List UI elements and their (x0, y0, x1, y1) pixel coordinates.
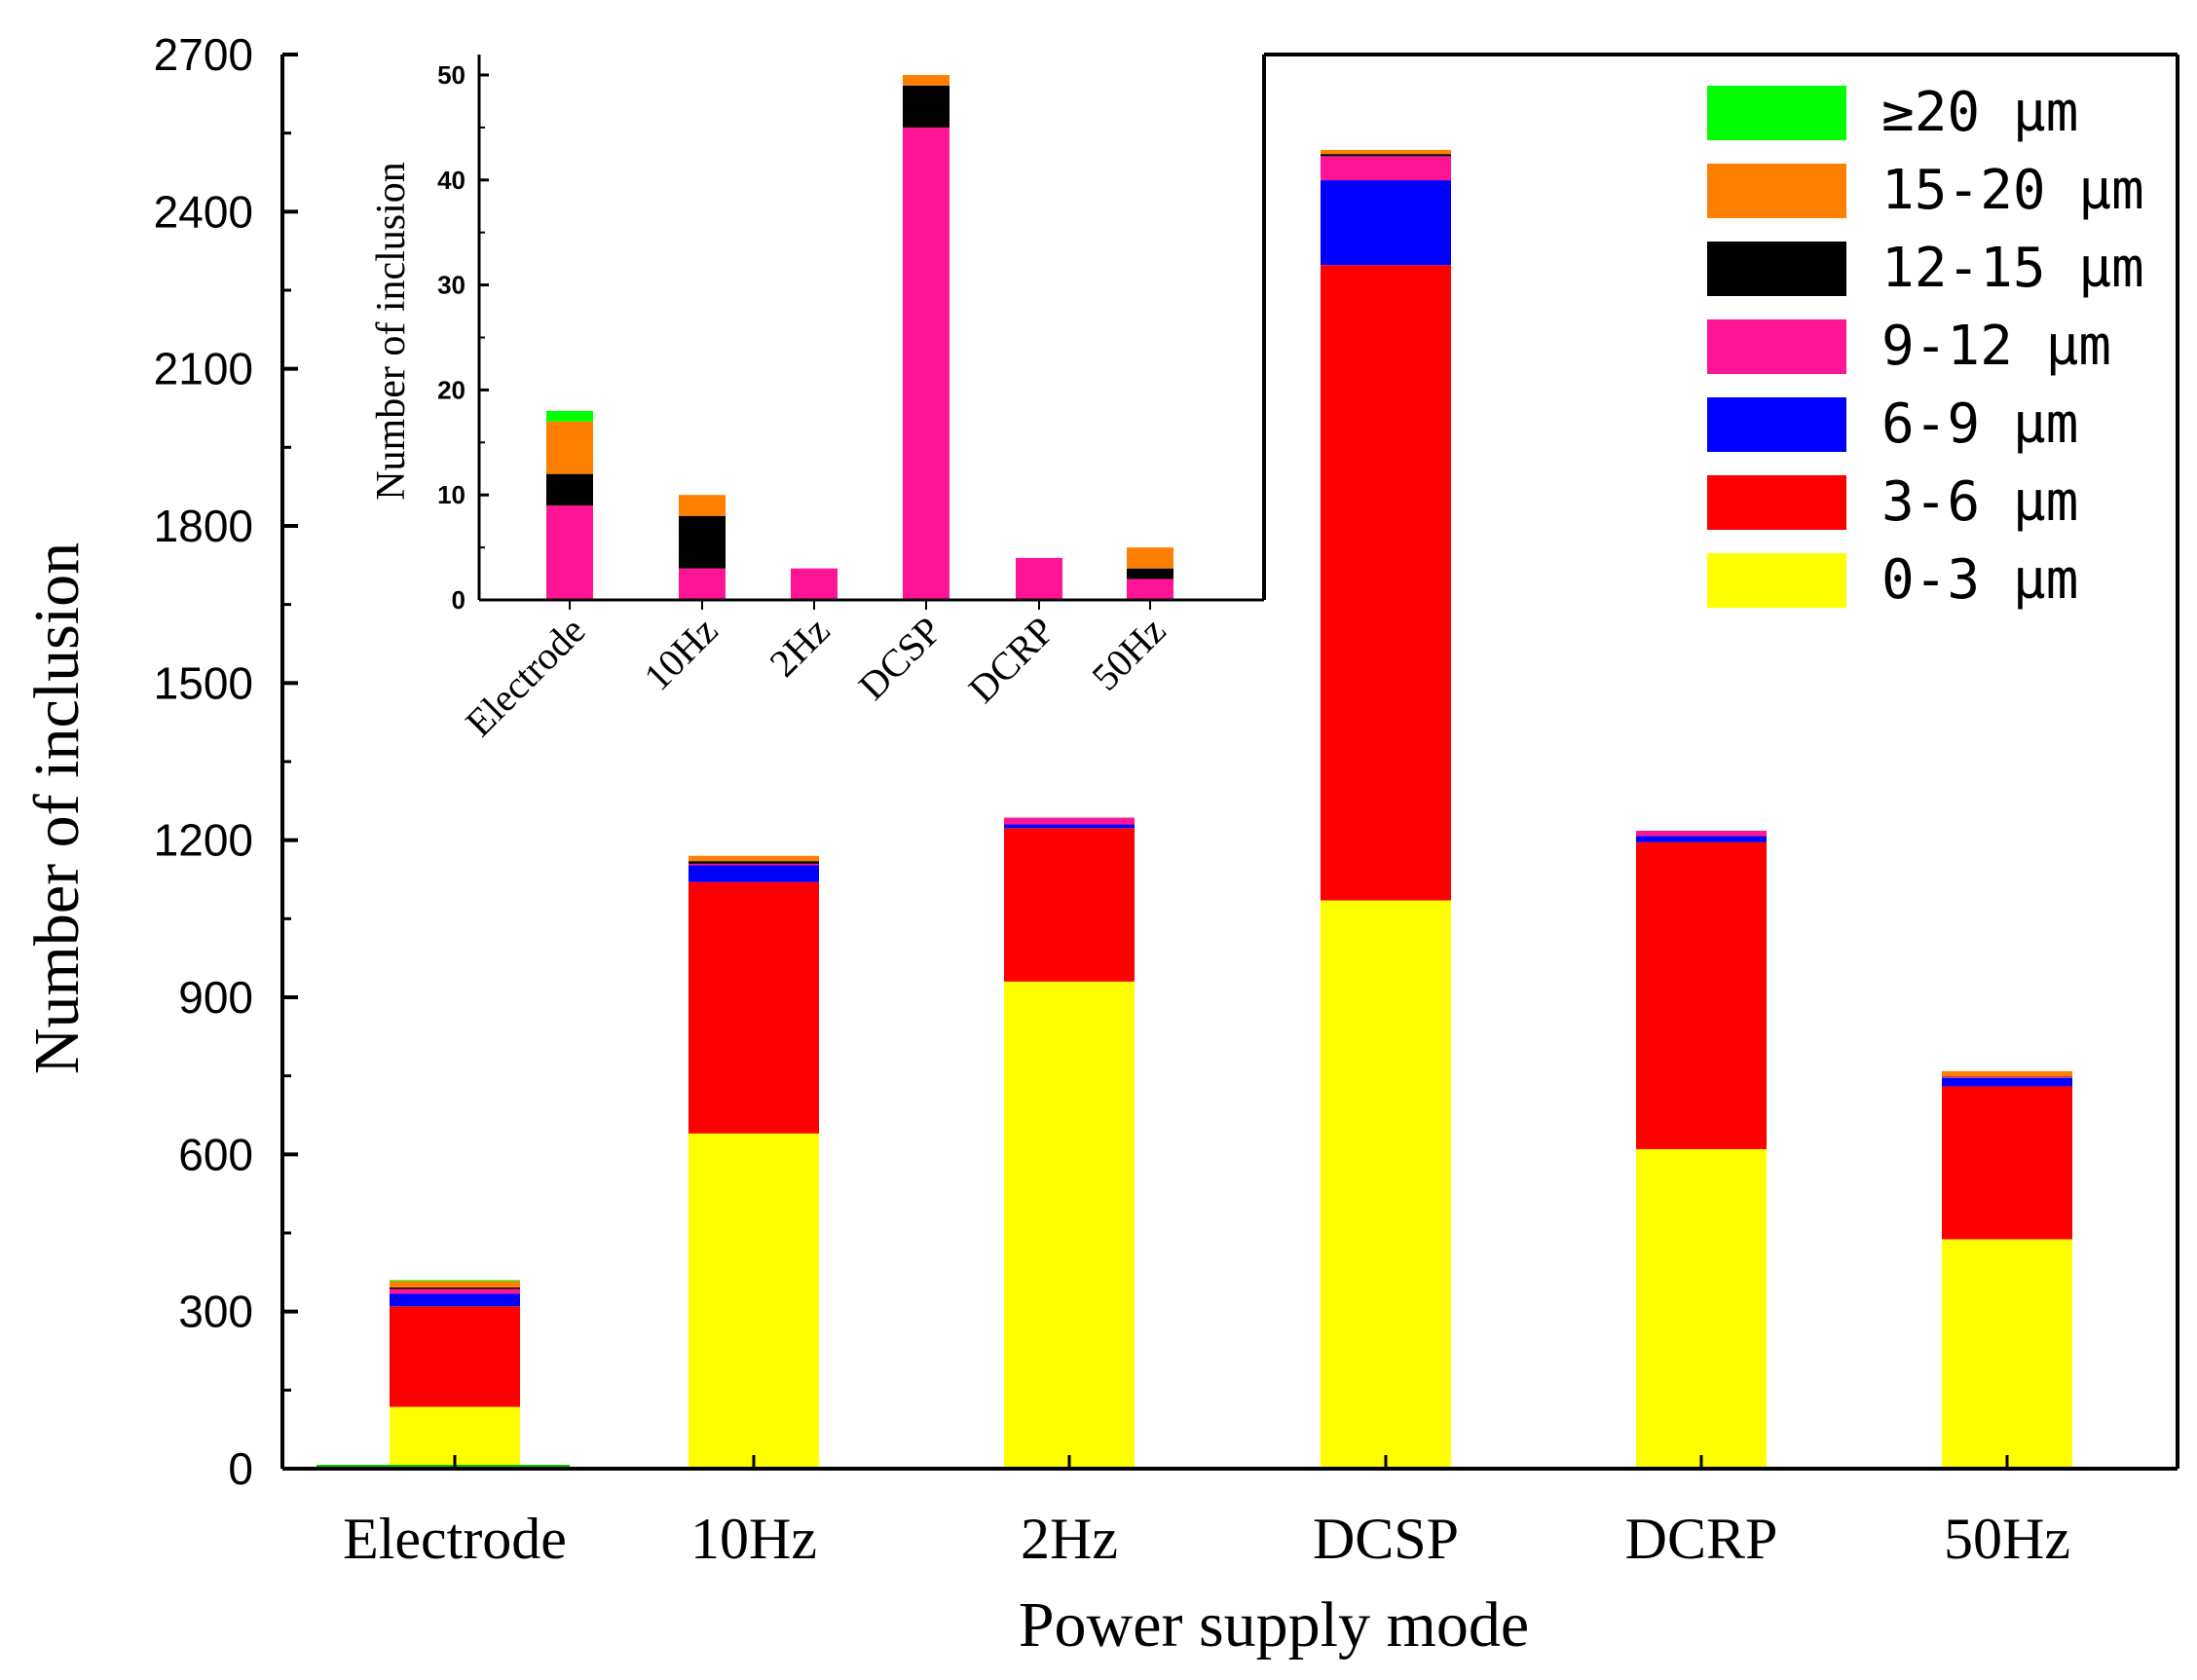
inset-bar-electrode-15-20-m (546, 421, 593, 474)
inset-y-tick-label: 20 (437, 375, 465, 404)
legend-swatch-15-20-m (1707, 164, 1846, 218)
bar-electrode-15-20-m (390, 1281, 520, 1288)
bar-electrode-6-9-m (390, 1293, 520, 1307)
legend-swatch-9-12-m (1707, 319, 1846, 374)
bar-10hz-12-15-m (689, 861, 819, 864)
inset-bar-10hz-12-15-m (679, 515, 726, 569)
bar-dcsp-9-12-m (1321, 156, 1451, 181)
inset-x-tick-label: 2Hz (761, 609, 838, 686)
legend-swatch-3-6-m (1707, 475, 1846, 530)
inset-x-tick-label: Electrode (457, 609, 593, 745)
bar-dcsp-15-20-m (1321, 149, 1451, 155)
y-tick-label: 2400 (154, 186, 253, 237)
legend-label-6-9-m: 6-9 μm (1881, 392, 2078, 456)
inset-bar-2hz-9-12-m (791, 568, 838, 600)
bar-50hz-12-15-m (1942, 1076, 2072, 1077)
legend-label-0-3-m: 0-3 μm (1881, 548, 2078, 612)
bar-50hz-15-20-m (1942, 1070, 2072, 1077)
y-tick-label: 1500 (154, 657, 253, 708)
bar-dcsp-0-3-m (1321, 900, 1451, 1469)
inset-y-tick-label: 30 (437, 271, 465, 300)
bar-2hz-9-12-m (1004, 817, 1135, 825)
x-tick-label: 2Hz (1021, 1507, 1118, 1571)
bar-2hz-3-6-m (1004, 828, 1135, 982)
inset-bar-dcsp-9-12-m (903, 127, 950, 600)
y-tick-label: 2100 (154, 344, 253, 394)
bar-dcrp-3-6-m (1636, 841, 1767, 1149)
inset-bar-50hz-15-20-m (1127, 547, 1173, 569)
inset-chart: Electrode 10Hz 2Hz DCSP DCRP 50Hz 0 10 20 30 40 50 N… (369, 55, 1266, 745)
bar-dcrp-0-3-m (1636, 1148, 1767, 1469)
inset-x-tick-label: 50Hz (1083, 609, 1173, 699)
legend-swatch-0-3-m (1707, 553, 1846, 608)
inset-y-tick-label: 50 (437, 60, 465, 90)
bar-dcsp-12-15-m (1321, 154, 1451, 157)
y-tick-label: 900 (178, 972, 253, 1023)
inset-bar-50hz-9-12-m (1127, 579, 1173, 600)
inset-x-tick-label: DCSP (850, 609, 950, 709)
bar-dcsp-3-6-m (1321, 265, 1451, 901)
inset-bar-electrode-ge20-m (546, 410, 593, 422)
inset-y-axis-title: Number of inclusion (369, 162, 414, 501)
legend-label-12-15-m: 12-15 μm (1881, 237, 2144, 300)
bar-50hz-6-9-m (1942, 1077, 2072, 1087)
legend-label-3-6-m: 3-6 μm (1881, 470, 2078, 534)
inset-bar-dcsp-15-20-m (903, 75, 950, 86)
bar-50hz-0-3-m (1942, 1239, 2072, 1469)
y-axis-title: Number of inclusion (21, 542, 93, 1074)
inset-y-tick-label: 0 (452, 585, 465, 615)
x-tick-label: 10Hz (690, 1507, 817, 1571)
legend-label-15-20-m: 15-20 μm (1881, 159, 2144, 222)
main-bars-layer (317, 149, 2072, 1469)
inset-bar-electrode-12-15-m (546, 473, 593, 505)
bar-10hz-15-20-m (689, 855, 819, 862)
y-tick-label: 1200 (154, 815, 253, 866)
inset-bar-dcsp-12-15-m (903, 85, 950, 128)
inset-y-tick-label: 40 (437, 166, 465, 195)
bar-electrode-9-12-m (390, 1288, 520, 1294)
bar-50hz-9-12-m (1942, 1076, 2072, 1078)
legend-swatch-6-9-m (1707, 397, 1846, 452)
inset-y-tick-label: 10 (437, 480, 465, 509)
bar-dcsp-6-9-m (1321, 180, 1451, 266)
main-axes-layer: Electrode 10Hz 2Hz DCSP DCRP 50Hz030060090012… (154, 29, 2179, 1571)
bar-2hz-6-9-m (1004, 824, 1135, 829)
y-tick-label: 300 (178, 1287, 253, 1337)
inset-x-tick-label: 10Hz (635, 609, 726, 699)
x-tick-label: Electrode (343, 1507, 567, 1571)
legend-label-ge20-m: ≥20 μm (1881, 81, 2078, 144)
bar-10hz-0-3-m (689, 1133, 819, 1469)
inset-bar-10hz-15-20-m (679, 495, 726, 516)
y-tick-label: 2700 (154, 29, 253, 80)
legend-label-9-12-m: 9-12 μm (1881, 315, 2111, 378)
bar-10hz-9-12-m (689, 863, 819, 866)
bar-10hz-6-9-m (689, 865, 819, 882)
bar-electrode-ge20-m (390, 1280, 520, 1282)
bar-dcrp-6-9-m (1636, 836, 1767, 842)
bar-electrode-3-6-m (390, 1306, 520, 1407)
y-tick-label: 1800 (154, 501, 253, 551)
inset-bar-electrode-9-12-m (546, 504, 593, 600)
inset-bar-10hz-9-12-m (679, 568, 726, 600)
inset-bar-dcrp-9-12-m (1016, 557, 1062, 600)
legend-swatch-12-15-m (1707, 242, 1846, 296)
bar-50hz-3-6-m (1942, 1086, 2072, 1240)
x-tick-label: DCSP (1313, 1507, 1459, 1571)
legend: ≥20 μm 15-20 μm 12-15 μm 9-12 μm 6-9 μm 3-6 μ… (1707, 81, 2144, 612)
x-tick-label: 50Hz (1944, 1507, 2070, 1571)
inset-x-tick-label: DCRP (960, 609, 1063, 712)
inset-bar-50hz-12-15-m (1127, 568, 1173, 579)
bar-dcrp-9-12-m (1636, 830, 1767, 837)
x-tick-label: DCRP (1625, 1507, 1778, 1571)
y-tick-label: 600 (178, 1129, 253, 1179)
y-tick-label: 0 (228, 1443, 253, 1494)
x-axis-title: Power supply mode (1019, 1589, 1529, 1661)
bar-10hz-3-6-m (689, 881, 819, 1134)
bar-electrode-12-15-m (390, 1287, 520, 1289)
legend-swatch-ge20-m (1707, 86, 1846, 140)
bar-2hz-0-3-m (1004, 981, 1135, 1469)
